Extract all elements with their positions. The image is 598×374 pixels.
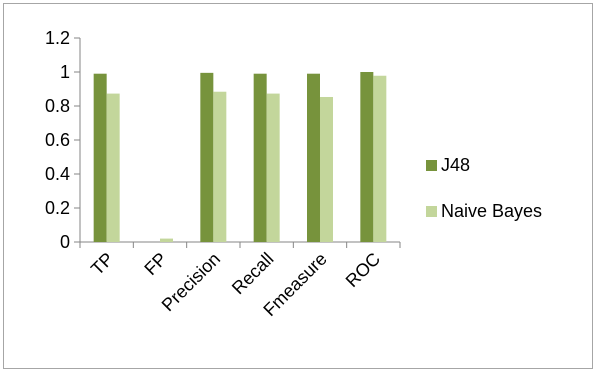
bar-j48-precision [200, 72, 214, 242]
y-tick-label: 0.2 [45, 198, 70, 218]
y-tick-label: 1.2 [45, 28, 70, 48]
x-tick-label: ROC [342, 249, 384, 291]
bar-j48-tp [93, 73, 107, 242]
y-axis: 0 0.2 0.4 0.6 0.8 1 1.2 [45, 28, 81, 252]
bars [93, 72, 387, 243]
legend-swatch [426, 160, 437, 171]
x-tick-label: Recall [228, 249, 278, 299]
x-tick-label: Precision [158, 249, 224, 315]
bar-naive-bayes-precision [213, 91, 227, 242]
x-tick-label: TP [87, 249, 117, 279]
y-tick-label: 0.6 [45, 130, 70, 150]
legend-label: J48 [441, 155, 470, 175]
y-tick-label: 0.8 [45, 96, 70, 116]
y-tick-label: 0.4 [45, 164, 70, 184]
bar-naive-bayes-fmeasure [320, 96, 333, 243]
bar-naive-bayes-tp [106, 93, 120, 242]
legend: J48 Naive Bayes [426, 155, 542, 221]
bar-naive-bayes-roc [373, 75, 387, 243]
y-tick-label: 0 [60, 232, 70, 252]
legend-label: Naive Bayes [441, 201, 542, 221]
bar-j48-recall [253, 73, 267, 242]
legend-swatch [426, 206, 437, 217]
bar-j48-fmeasure [307, 73, 320, 242]
bar-naive-bayes-recall [266, 93, 280, 242]
y-tick-label: 1 [60, 62, 70, 82]
bar-naive-bayes-fp [160, 238, 173, 242]
x-tick-label: FP [140, 249, 170, 279]
bar-j48-roc [360, 72, 374, 242]
